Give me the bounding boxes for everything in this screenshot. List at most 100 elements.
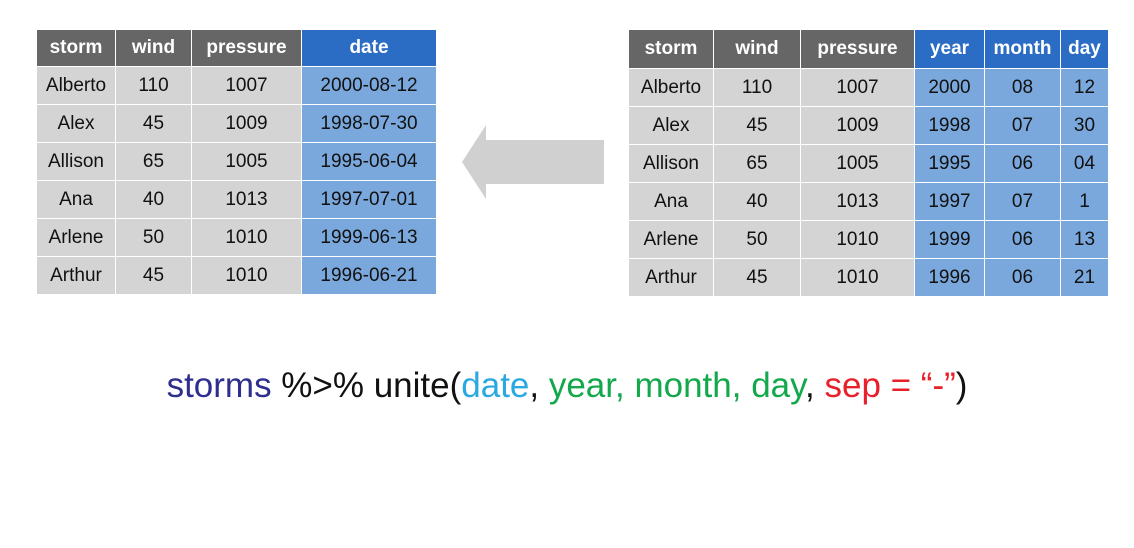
code-dataframe: storms xyxy=(166,366,272,405)
cell-wind: 45 xyxy=(713,258,801,297)
table-row: Allison 65 1005 1995-06-04 xyxy=(36,142,437,181)
code-pipe: %>% xyxy=(271,366,374,405)
header-wind: wind xyxy=(115,29,192,67)
cell-year: 2000 xyxy=(914,68,985,107)
cell-year: 1995 xyxy=(914,144,985,183)
cell-storm: Alex xyxy=(36,104,116,143)
cell-pressure: 1013 xyxy=(800,182,915,221)
left-arrow-icon xyxy=(462,125,604,199)
table-row: Alex 45 1009 1998 07 30 xyxy=(628,106,1109,145)
cell-year: 1998 xyxy=(914,106,985,145)
header-day: day xyxy=(1060,29,1109,69)
cell-storm: Alberto xyxy=(36,66,116,105)
table-row: Allison 65 1005 1995 06 04 xyxy=(628,144,1109,183)
header-pressure: pressure xyxy=(800,29,915,69)
cell-wind: 45 xyxy=(713,106,801,145)
code-comma: , xyxy=(615,366,635,405)
header-year: year xyxy=(914,29,985,69)
cell-pressure: 1007 xyxy=(191,66,302,105)
cell-day: 13 xyxy=(1060,220,1109,259)
cell-day: 04 xyxy=(1060,144,1109,183)
cell-wind: 65 xyxy=(115,142,192,181)
cell-month: 07 xyxy=(984,182,1061,221)
table-row: Arlene 50 1010 1999-06-13 xyxy=(36,218,437,257)
cell-date: 2000-08-12 xyxy=(301,66,437,105)
table-row: Ana 40 1013 1997-07-01 xyxy=(36,180,437,219)
cell-wind: 40 xyxy=(115,180,192,219)
cell-wind: 50 xyxy=(115,218,192,257)
cell-wind: 110 xyxy=(713,68,801,107)
cell-pressure: 1005 xyxy=(800,144,915,183)
cell-wind: 50 xyxy=(713,220,801,259)
cell-storm: Alberto xyxy=(628,68,714,107)
header-date: date xyxy=(301,29,437,67)
header-pressure: pressure xyxy=(191,29,302,67)
cell-storm: Allison xyxy=(36,142,116,181)
united-table-header-row: storm wind pressure date xyxy=(36,29,437,67)
cell-pressure: 1010 xyxy=(800,258,915,297)
cell-date: 1999-06-13 xyxy=(301,218,437,257)
cell-storm: Ana xyxy=(36,180,116,219)
code-col-day: day xyxy=(751,366,806,405)
cell-wind: 110 xyxy=(115,66,192,105)
cell-year: 1997 xyxy=(914,182,985,221)
table-row: Arlene 50 1010 1999 06 13 xyxy=(628,220,1109,259)
cell-pressure: 1007 xyxy=(800,68,915,107)
cell-pressure: 1009 xyxy=(191,104,302,143)
cell-date: 1997-07-01 xyxy=(301,180,437,219)
code-close-paren: ) xyxy=(955,366,968,405)
code-col-month: month xyxy=(634,366,732,405)
table-row: Alex 45 1009 1998-07-30 xyxy=(36,104,437,143)
cell-wind: 45 xyxy=(115,256,192,295)
cell-wind: 40 xyxy=(713,182,801,221)
cell-day: 30 xyxy=(1060,106,1109,145)
cell-date: 1998-07-30 xyxy=(301,104,437,143)
unite-code-line: storms %>% unite(date, year, month, day,… xyxy=(0,366,1134,406)
separated-table: storm wind pressure year month day Alber… xyxy=(628,29,1109,297)
cell-wind: 45 xyxy=(115,104,192,143)
cell-year: 1996 xyxy=(914,258,985,297)
table-row: Alberto 110 1007 2000 08 12 xyxy=(628,68,1109,107)
cell-month: 06 xyxy=(984,220,1061,259)
cell-month: 08 xyxy=(984,68,1061,107)
cell-month: 06 xyxy=(984,258,1061,297)
table-row: Ana 40 1013 1997 07 1 xyxy=(628,182,1109,221)
cell-day: 12 xyxy=(1060,68,1109,107)
cell-pressure: 1010 xyxy=(191,218,302,257)
cell-storm: Arthur xyxy=(36,256,116,295)
cell-storm: Arthur xyxy=(628,258,714,297)
table-row: Arthur 45 1010 1996 06 21 xyxy=(628,258,1109,297)
code-comma: , xyxy=(805,366,825,405)
cell-storm: Ana xyxy=(628,182,714,221)
code-comma: , xyxy=(731,366,752,405)
code-comma: , xyxy=(529,366,549,405)
cell-day: 21 xyxy=(1060,258,1109,297)
united-table: storm wind pressure date Alberto 110 1007 2… xyxy=(36,29,437,295)
header-storm: storm xyxy=(628,29,714,69)
cell-storm: Arlene xyxy=(36,218,116,257)
cell-month: 06 xyxy=(984,144,1061,183)
cell-wind: 65 xyxy=(713,144,801,183)
code-sep-argument: sep = “-” xyxy=(824,366,956,405)
code-new-column: date xyxy=(461,366,530,405)
cell-storm: Allison xyxy=(628,144,714,183)
cell-date: 1995-06-04 xyxy=(301,142,437,181)
table-row: Arthur 45 1010 1996-06-21 xyxy=(36,256,437,295)
cell-storm: Alex xyxy=(628,106,714,145)
separated-table-header-row: storm wind pressure year month day xyxy=(628,29,1109,69)
cell-year: 1999 xyxy=(914,220,985,259)
cell-pressure: 1010 xyxy=(800,220,915,259)
cell-day: 1 xyxy=(1060,182,1109,221)
cell-date: 1996-06-21 xyxy=(301,256,437,295)
code-col-year: year xyxy=(548,366,615,405)
cell-pressure: 1009 xyxy=(800,106,915,145)
cell-pressure: 1013 xyxy=(191,180,302,219)
table-row: Alberto 110 1007 2000-08-12 xyxy=(36,66,437,105)
header-wind: wind xyxy=(713,29,801,69)
cell-pressure: 1005 xyxy=(191,142,302,181)
header-storm: storm xyxy=(36,29,116,67)
cell-storm: Arlene xyxy=(628,220,714,259)
code-function: unite( xyxy=(373,366,462,405)
header-month: month xyxy=(984,29,1061,69)
cell-month: 07 xyxy=(984,106,1061,145)
